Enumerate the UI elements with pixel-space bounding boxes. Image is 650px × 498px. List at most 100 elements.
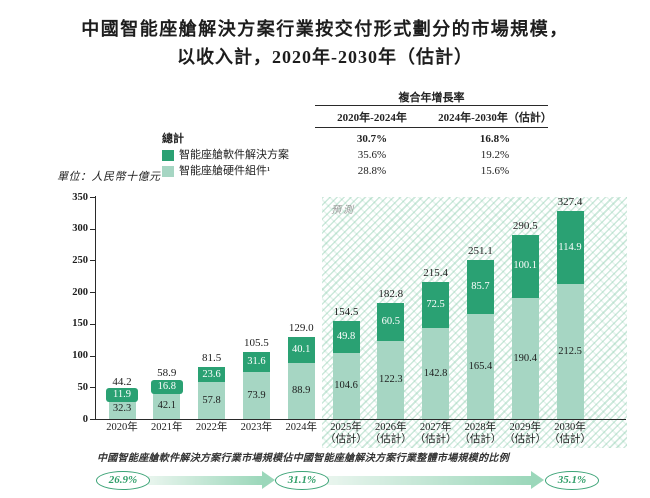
cagr-value-row0-col2: 16.8%: [479, 133, 511, 145]
y-tick-label-50: 50: [77, 381, 89, 393]
legend-row-2: 智能座艙硬件組件¹: [162, 165, 270, 178]
hardware-value-label: 32.3: [112, 402, 132, 414]
software-value-label: 114.9: [558, 241, 582, 253]
y-tick-mark: [90, 387, 95, 389]
legend-label-2: 智能座艙硬件組件¹: [179, 165, 271, 177]
cagr-value-row1-col1: 35.6%: [357, 149, 387, 161]
bar-segment-software-2027年: [422, 282, 450, 329]
cagr-value-row2-col2: 15.6%: [480, 165, 510, 177]
bar-segment-software-2023年: [242, 352, 270, 373]
legend-label-0: 總計: [162, 133, 184, 145]
software-value-label: 72.5: [426, 299, 445, 311]
cagr-table-rule-bottom: [315, 127, 548, 128]
y-tick-mark: [90, 355, 95, 357]
x-category-estimate-suffix: （估計）: [325, 434, 367, 445]
legend-swatch-hardware-icon: [162, 166, 174, 177]
arrow-head-icon: [531, 471, 544, 489]
bar-segment-software-2028年: [466, 259, 494, 315]
footnote: 中國智能座艙軟件解決方案行業市場規模佔中國智能座艙解決方案行業整體市場規模的比例: [97, 453, 509, 464]
bar-segment-hardware-2020年: [108, 398, 136, 419]
hardware-value-label: 73.9: [247, 389, 266, 401]
software-value-label: 40.1: [292, 343, 311, 355]
x-category-label-2021年: 2021年: [151, 422, 183, 433]
cagr-value-row2-col1: 28.8%: [357, 165, 387, 177]
software-value-label: 100.1: [513, 260, 537, 272]
total-value-label: 251.1: [468, 244, 493, 257]
forecast-label: 預測: [331, 205, 355, 216]
x-category-label-2026年: 2026年: [375, 422, 407, 433]
total-value-label: 58.9: [157, 366, 177, 379]
total-value-label: 215.4: [423, 267, 448, 280]
x-category-label-2022年: 2022年: [195, 422, 228, 433]
legend-label-1: 智能座艙軟件解決方案: [179, 149, 289, 161]
x-category-label-2024年: 2024年: [285, 422, 317, 433]
y-tick-mark: [90, 419, 95, 420]
bar-segment-software-2025年: [332, 321, 360, 353]
share-badge-2030: 35.1%: [545, 471, 599, 490]
bar-segment-hardware-2025年: [332, 352, 360, 419]
y-tick-label-350: 350: [72, 191, 88, 203]
hardware-value-label: 212.5: [558, 345, 582, 357]
x-category-label-2020年: 2020年: [106, 422, 138, 433]
x-category-label-2028年: 2028年: [464, 422, 497, 433]
cagr-column-header-2020-2024: 2020年-2024年: [337, 112, 407, 124]
total-value-label: 44.2: [112, 375, 132, 388]
hardware-value-label: 104.6: [334, 379, 358, 391]
software-value-label: 60.5: [381, 316, 400, 328]
y-tick-mark: [90, 260, 95, 262]
software-value-label: 31.6: [247, 356, 266, 368]
x-category-label-2029年: 2029年: [509, 422, 541, 433]
arrow-head-icon: [262, 471, 275, 489]
legend-swatch-software-icon: [162, 150, 174, 161]
y-tick-mark: [90, 228, 95, 230]
x-category-label-2025年: 2025年: [330, 422, 362, 433]
cagr-value-row1-col2: 19.2%: [480, 149, 510, 161]
y-tick-label-200: 200: [72, 286, 88, 298]
y-tick-mark: [90, 292, 95, 294]
x-axis-line: [95, 419, 626, 420]
y-tick-label-300: 300: [72, 223, 88, 235]
x-category-label-2027年: 2027年: [419, 422, 452, 433]
y-tick-label-150: 150: [72, 318, 88, 330]
bar-segment-hardware-2027年: [422, 328, 450, 419]
bar-segment-hardware-2024年: [287, 362, 315, 419]
y-tick-label-250: 250: [72, 254, 88, 266]
hardware-value-label: 165.4: [468, 360, 493, 372]
figure-title-line1: 中國智能座艙解決方案行業按交付形式劃分的市場規模，: [81, 19, 569, 39]
software-value-label: 11.9: [106, 387, 138, 402]
hardware-value-label: 190.4: [513, 352, 537, 364]
bar-segment-software-2022年: [198, 367, 226, 383]
software-value-label: 23.6: [202, 368, 221, 380]
y-tick-label-0: 0: [82, 413, 88, 425]
bar-segment-software-2030年: [556, 211, 584, 285]
legend-row-0: 總計: [162, 133, 184, 146]
bar-segment-hardware-2021年: [153, 392, 181, 419]
share-badge-2020: 26.9%: [96, 471, 150, 490]
x-category-estimate-suffix: （估計）: [369, 434, 412, 445]
cagr-value-row0-col1: 30.7%: [356, 133, 388, 145]
bar-segment-hardware-2022年: [198, 382, 226, 419]
x-category-estimate-suffix: （估計）: [459, 434, 502, 445]
y-tick-label-100: 100: [72, 350, 88, 362]
bar-segment-software-2024年: [287, 337, 315, 363]
legend-row-1: 智能座艙軟件解決方案: [162, 149, 289, 162]
x-category-estimate-suffix: （估計）: [414, 434, 457, 445]
hardware-value-label: 142.8: [423, 367, 448, 379]
cagr-table-title: 複合年增長率: [398, 92, 465, 104]
total-value-label: 154.5: [333, 306, 359, 319]
y-tick-mark: [90, 197, 95, 198]
total-value-label: 105.5: [244, 337, 269, 350]
total-value-label: 290.5: [512, 219, 538, 232]
hardware-value-label: 57.8: [202, 394, 221, 406]
x-category-label-2030年: 2030年: [554, 422, 586, 433]
bar-segment-hardware-2026年: [377, 341, 405, 419]
hardware-value-label: 88.9: [292, 384, 311, 396]
x-category-estimate-suffix: （估計）: [504, 434, 547, 445]
unit-label: 單位：人民幣十億元: [57, 171, 161, 183]
bar-segment-hardware-2023年: [242, 372, 270, 419]
cagr-table-rule-top: [315, 105, 548, 106]
y-tick-mark: [90, 323, 95, 325]
figure-title-line2: 以收入計，2020年-2030年（估計）: [177, 47, 473, 67]
total-value-label: 182.8: [378, 288, 404, 301]
